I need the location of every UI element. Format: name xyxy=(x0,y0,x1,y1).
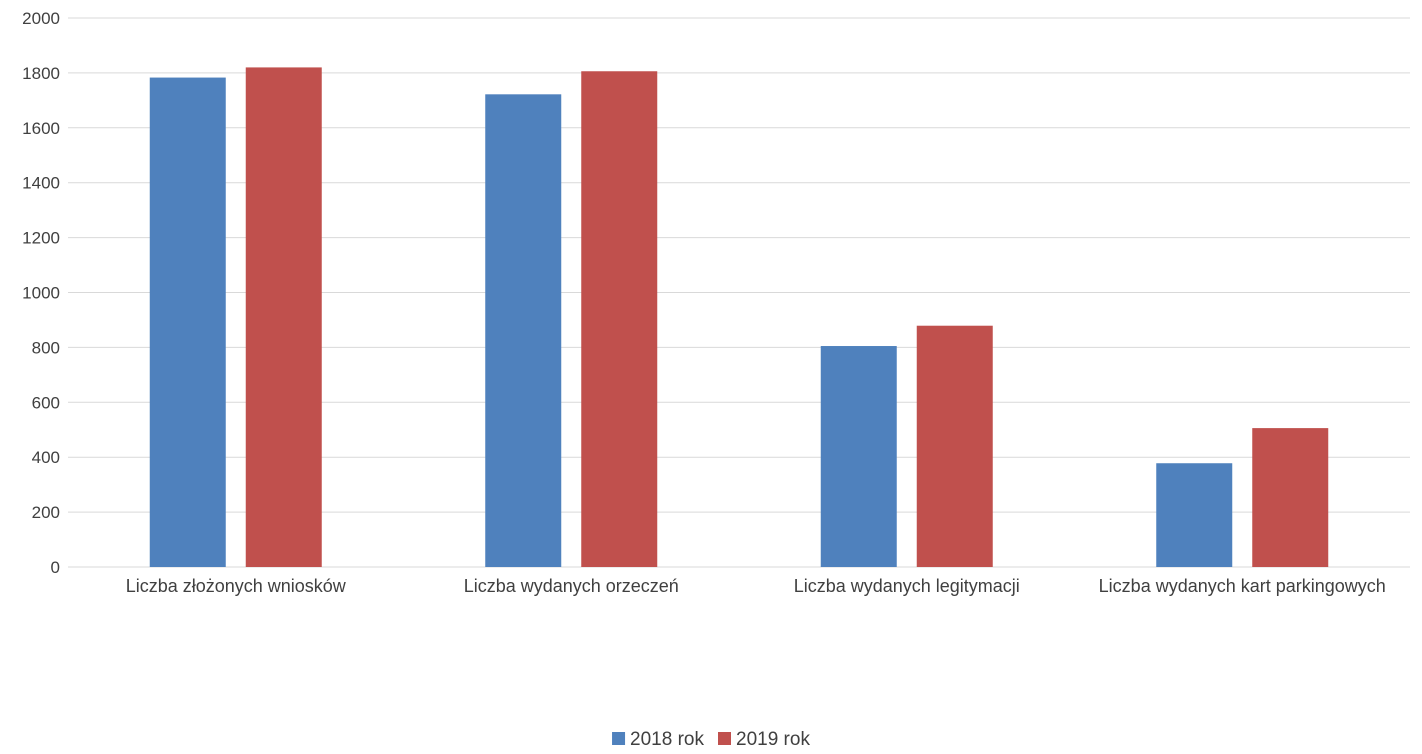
y-tick-label: 2000 xyxy=(22,9,60,28)
x-category-label: Liczba wydanych orzeczeń xyxy=(464,576,679,596)
y-tick-label: 1600 xyxy=(22,119,60,138)
x-category-label: Liczba złożonych wniosków xyxy=(126,576,347,596)
bar-2019-rok-1 xyxy=(581,71,658,568)
legend-label: 2018 rok xyxy=(630,729,704,750)
bar-2019-rok-0 xyxy=(245,67,322,567)
y-tick-label: 800 xyxy=(32,338,60,357)
x-category-label: Liczba wydanych kart parkingowych xyxy=(1099,576,1386,596)
y-axis-ticks: 0 200 400 600 800 1000 1200 1400 1600 1800 2000 xyxy=(22,9,60,577)
y-tick-label: 1400 xyxy=(22,174,60,193)
y-tick-label: 600 xyxy=(32,393,60,412)
bar-2018-rok-1 xyxy=(485,94,562,567)
y-tick-label: 0 xyxy=(51,558,60,577)
y-tick-label: 1000 xyxy=(22,284,60,303)
legend-item: 2018 rok xyxy=(612,729,704,750)
bars xyxy=(149,67,1329,568)
bar-2018-rok-3 xyxy=(1156,463,1233,567)
legend-swatch xyxy=(718,732,731,745)
legend-item: 2019 rok xyxy=(718,729,810,750)
bar-2019-rok-3 xyxy=(1252,428,1329,567)
legend-label: 2019 rok xyxy=(736,729,810,750)
y-tick-label: 200 xyxy=(32,503,60,522)
bar-2018-rok-2 xyxy=(820,346,897,567)
legend: 2018 rok 2019 rok xyxy=(612,729,810,750)
y-tick-label: 1200 xyxy=(22,229,60,248)
y-tick-label: 400 xyxy=(32,448,60,467)
bar-2018-rok-0 xyxy=(149,77,226,567)
bar-2019-rok-2 xyxy=(916,325,993,567)
legend-swatch xyxy=(612,732,626,745)
y-tick-label: 1800 xyxy=(22,64,60,83)
x-category-label: Liczba wydanych legitymacji xyxy=(794,576,1020,596)
x-axis-categories: Liczba złożonych wniosków Liczba wydanych… xyxy=(126,576,1386,596)
